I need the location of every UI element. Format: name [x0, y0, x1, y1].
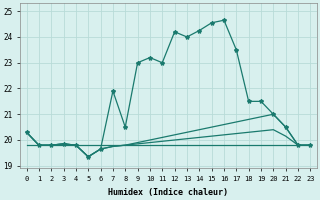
- X-axis label: Humidex (Indice chaleur): Humidex (Indice chaleur): [108, 188, 228, 197]
